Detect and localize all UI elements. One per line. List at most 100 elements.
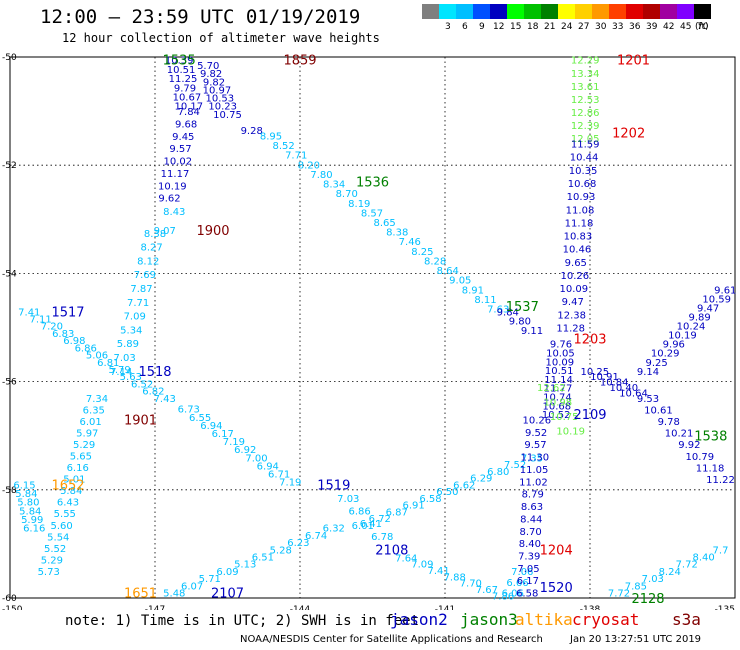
wave-height-value: 11.77 [544,384,573,395]
wave-height-value: 10.75 [550,412,579,423]
wave-height-value: 7.46 [399,237,421,248]
wave-height-value: 9.80 [509,317,531,328]
wave-height-value: 10.25 [580,367,609,378]
wave-height-value: 10.46 [563,245,592,256]
legend-value-label: 24 [561,22,573,32]
wave-height-value: 10.35 [569,166,598,177]
pass-time-label: 1859 [283,54,316,69]
wave-height-value: 10.51 [167,65,196,76]
satellite-legend-cryosat: cryosat [572,610,640,629]
legend-color-swatch [677,4,694,19]
wave-height-value: 9.61 [714,286,736,297]
wave-height-value: 7.20 [41,322,63,333]
wave-height-value: 8.44 [520,514,542,525]
legend-value-label: 12 [493,22,505,32]
wave-height-value: 12.05 [571,134,600,145]
legend-color-swatch [694,4,711,19]
legend-value-label: 21 [544,22,556,32]
pass-time-labels: 1535 1859 1536 1900 1517 1518 1901 1652 1651 2107… [51,54,727,607]
wave-height-value: 6.83 [52,329,74,340]
wave-height-value: 11.14 [544,375,573,386]
pass-time-label: 1901 [124,414,157,429]
wave-height-value: 9.28 [241,126,263,137]
wave-height-value: 7.03 [337,494,359,505]
wave-height-value: 6.43 [57,498,79,509]
wave-height-value: 8.79 [522,490,544,501]
wave-height-value: 7.86 [492,591,514,602]
wave-height-value: 7.52 [504,460,526,471]
wave-height-value: 6.35 [83,405,105,416]
wave-height-value: 11.59 [571,140,600,151]
wave-height-value: 13.34 [571,69,600,80]
wave-height-value: 7.71 [285,151,307,162]
map-grid: -150 -147 -144 -141 -138 -135 -50 -52 -54 -56 -58 -… [2,53,736,610]
legend-value-label: 33 [612,22,624,32]
wave-height-value: 5.60 [50,521,72,532]
pass-time-label: 2109 [573,408,606,423]
wave-height-value: 7.39 [518,552,540,563]
pass-time-label: 2128 [631,592,664,607]
wave-height-value: 10.44 [570,153,599,164]
wave-height-value: 10.52 [542,410,571,421]
wave-height-value: 7.84 [178,107,200,118]
wave-height-value: 5.84 [60,486,82,497]
legend-value-label: 15 [510,22,522,32]
lat-tick-label: -54 [2,269,17,279]
wave-height-value: 6.32 [323,524,345,535]
lon-tick-label: -135 [715,605,735,610]
wave-height-value: 9.82 [203,77,225,88]
wave-height-value: 7.06 [511,567,533,578]
wave-height-value: 7.72 [676,560,698,571]
wave-height-value: 6.78 [371,532,393,543]
wave-height-value: 9.65 [565,258,587,269]
wave-height-value: 12.62 [537,383,566,394]
wave-height-value: 7.03 [642,574,664,585]
wave-height-value: 7.09 [124,312,146,323]
wave-height-value: 6.87 [386,507,408,518]
wave-height-value: 7.72 [608,589,630,600]
wave-height-value: 6.52 [131,379,153,390]
lat-tick-label: -50 [2,53,17,63]
pass-time-label: 2108 [375,543,408,558]
wave-height-value: 10.05 [546,349,575,360]
pass-time-label: 1652 [51,478,84,493]
wave-height-value: 8.40 [519,539,541,550]
wave-height-value: 9.05 [449,276,471,287]
wave-height-value: 10.64 [619,388,648,399]
wave-height-value: 7.43 [154,394,176,405]
wave-height-value: 6.58 [419,494,441,505]
wave-height-value: 9.52 [525,428,547,439]
wave-height-value: 8.38 [144,229,166,240]
pass-time-label: 1538 [694,430,727,445]
wave-height-value: 10.51 [545,366,574,377]
wave-height-value: 11.18 [696,463,725,474]
wave-height-value: 8.64 [437,266,459,277]
wave-height-value: 8.20 [298,160,320,171]
page-subtitle: 12 hour collection of altimeter wave hei… [62,31,380,45]
wave-height-value: 6.66 [506,578,528,589]
legend-color-swatch [490,4,507,19]
legend-value-label: 70 [697,22,709,32]
wave-height-value: 7.14 [110,367,132,378]
wave-height-value: 7.7 [713,545,729,556]
legend-value-label: 42 [663,22,675,32]
legend-color-swatch [473,4,490,19]
wave-height-value: 9.11 [521,326,543,337]
lat-tick-label: -58 [2,486,17,496]
satellite-legend-jason3: jason3 [460,610,518,629]
wave-height-value: 10.75 [213,110,242,121]
wave-height-value: 8.27 [140,243,162,254]
wave-height-value: 5.84 [19,506,41,517]
legend-color-swatch [626,4,643,19]
wave-height-value: 6.17 [212,429,234,440]
wave-height-value: 7.05 [517,564,539,575]
wave-height-value: 7.85 [625,581,647,592]
wave-height-value: 12.38 [557,310,586,321]
wave-height-value: 7.67 [476,585,498,596]
wave-height-value: 7.19 [223,437,245,448]
wave-height-value: 8.63 [521,502,543,513]
wave-height-value: 10.24 [677,322,706,333]
wave-height-value: 6.50 [436,487,458,498]
wave-height-value: 10.67 [173,93,202,104]
wave-height-value: 7.87 [130,284,152,295]
